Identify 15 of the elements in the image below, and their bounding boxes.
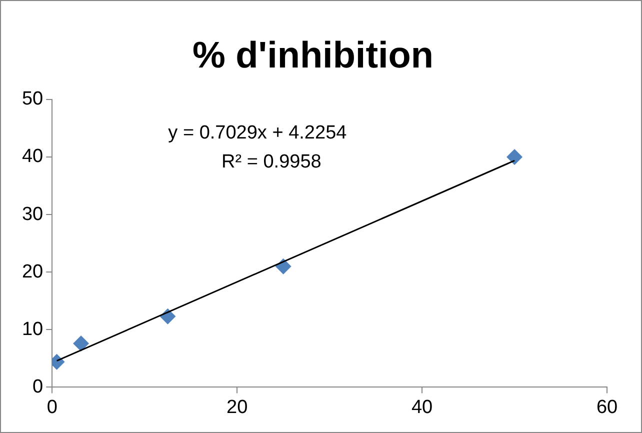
y-tick-label: 30 bbox=[22, 204, 44, 225]
y-tick-label: 0 bbox=[32, 376, 44, 398]
chart-title: % d'inhibition bbox=[192, 34, 434, 76]
annotation: R² = 0.9958 bbox=[222, 152, 322, 173]
y-tick-label: 40 bbox=[22, 146, 44, 168]
x-tick-label: 20 bbox=[226, 396, 248, 418]
y-tick-label: 10 bbox=[22, 318, 44, 340]
y-tick-label: 50 bbox=[22, 88, 44, 110]
x-tick-label: 60 bbox=[596, 396, 618, 418]
point bbox=[73, 335, 90, 352]
x-tick-label: 0 bbox=[46, 396, 58, 418]
point bbox=[506, 148, 523, 165]
y-tick-label: 20 bbox=[22, 261, 44, 282]
x-tick-label: 40 bbox=[411, 396, 433, 418]
annotation: y = 0.7029x + 4.2254 bbox=[168, 122, 348, 144]
